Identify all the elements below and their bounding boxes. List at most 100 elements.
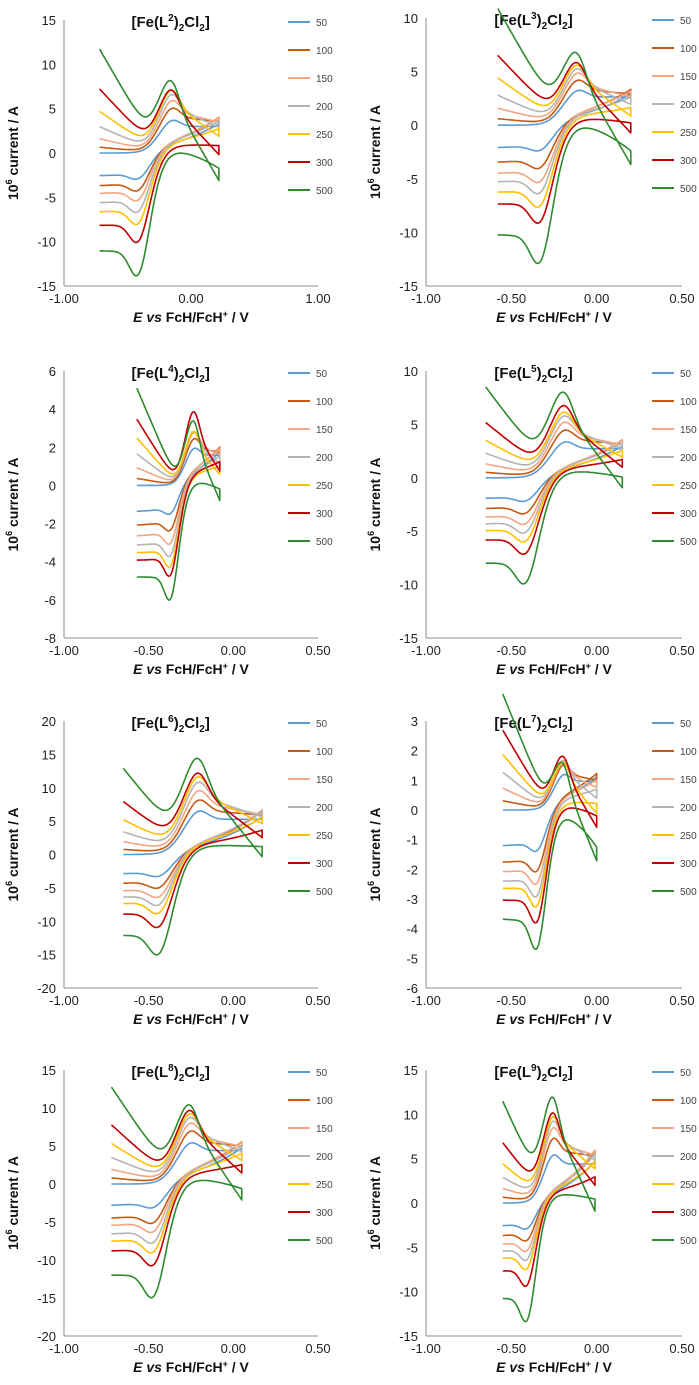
- x-tick-label: 1.00: [305, 291, 330, 306]
- legend-label: 50: [680, 719, 692, 730]
- legend-label: 100: [316, 46, 333, 57]
- legend-label: 50: [316, 1068, 328, 1079]
- y-tick-label: -5: [44, 190, 56, 205]
- y-tick-label: 0: [49, 848, 56, 863]
- y-axis-label: 106 current / A: [366, 105, 383, 199]
- x-tick-label: 0.00: [221, 643, 246, 658]
- legend-label: 200: [680, 803, 697, 814]
- series-line-250: [502, 754, 598, 908]
- y-tick-label: -4: [44, 555, 56, 570]
- y-tick-label: -10: [399, 1285, 418, 1300]
- y-tick-label: -6: [406, 981, 418, 996]
- y-tick-label: 5: [411, 65, 418, 80]
- legend-label: 100: [316, 1096, 333, 1107]
- y-tick-label: 0: [411, 118, 418, 133]
- series-line-200: [111, 1116, 243, 1245]
- y-tick-label: -15: [37, 1291, 56, 1306]
- legend-label: 150: [316, 775, 333, 786]
- series-line-200: [136, 430, 221, 558]
- chart-title: [Fe(L6)2Cl2]: [132, 714, 210, 735]
- series-line-100: [502, 763, 598, 873]
- chart-title: [Fe(L9)2Cl2]: [494, 1063, 572, 1084]
- x-tick-label: -1.00: [411, 291, 441, 306]
- y-axis-label: 106 current / A: [366, 808, 383, 902]
- legend-label: 250: [316, 481, 333, 492]
- x-axis-label: E vs FcH/FcH+ / V: [133, 309, 249, 325]
- legend-label: 200: [316, 803, 333, 814]
- legend-label: 500: [316, 186, 333, 197]
- series-line-150: [111, 1122, 243, 1234]
- series-line-250: [485, 411, 624, 543]
- legend-label: 300: [680, 509, 697, 520]
- x-axis-label: E vs FcH/FcH+ / V: [496, 1011, 612, 1027]
- chart-panel: 3 2 1 0 -1 -2 -3 -4 -5 -6-1.00 -0.50 0.00 0.50 [Fe(L7…: [366, 693, 697, 1027]
- legend-label: 250: [316, 130, 333, 141]
- x-tick-label: -1.00: [49, 291, 79, 306]
- x-tick-label: -0.50: [497, 1341, 527, 1356]
- y-tick-label: 6: [49, 364, 56, 379]
- legend-label: 150: [680, 425, 697, 436]
- x-tick-label: 0.50: [305, 643, 330, 658]
- y-tick-label: -6: [44, 593, 56, 608]
- legend-label: 150: [316, 1124, 333, 1135]
- series-line-500: [485, 386, 624, 585]
- legend-label: 150: [680, 1124, 697, 1135]
- y-tick-label: 10: [42, 57, 56, 72]
- x-tick-label: 0.50: [669, 1341, 694, 1356]
- x-axis-label: E vs FcH/FcH+ / V: [133, 1359, 249, 1375]
- series-line-300: [497, 54, 632, 224]
- y-tick-label: -8: [44, 631, 56, 646]
- x-tick-label: -0.50: [134, 993, 164, 1008]
- y-tick-label: 15: [42, 747, 56, 762]
- legend-label: 250: [316, 831, 333, 842]
- series-line-500: [136, 387, 221, 601]
- legend-label: 500: [680, 1236, 697, 1247]
- x-tick-label: -0.50: [134, 1341, 164, 1356]
- y-tick-label: 0: [49, 1177, 56, 1192]
- y-tick-label: -5: [406, 172, 418, 187]
- y-tick-label: 0: [411, 1196, 418, 1211]
- legend-label: 500: [680, 537, 697, 548]
- series-line-300: [98, 88, 220, 244]
- x-tick-label: 0.50: [669, 643, 694, 658]
- y-axis-label: 106 current / A: [366, 458, 383, 552]
- y-tick-label: -2: [44, 517, 56, 532]
- y-tick-label: -4: [406, 922, 418, 937]
- y-tick-label: 10: [404, 364, 418, 379]
- series-line-500: [497, 8, 632, 265]
- y-axis-label: 106 current / A: [4, 106, 21, 200]
- chart-title: [Fe(L3)2Cl2]: [494, 11, 572, 32]
- y-axis-label: 106 current / A: [4, 808, 21, 902]
- legend-label: 150: [316, 425, 333, 436]
- legend-label: 200: [680, 1152, 697, 1163]
- series-line-150: [502, 1126, 596, 1253]
- y-tick-label: 10: [42, 1101, 56, 1116]
- x-tick-label: -1.00: [49, 643, 79, 658]
- x-tick-label: -0.50: [497, 643, 527, 658]
- series-line-500: [502, 1096, 596, 1323]
- y-tick-label: -15: [399, 631, 418, 646]
- series-line-300: [110, 1109, 243, 1267]
- legend-label: 150: [680, 775, 697, 786]
- chart-title: [Fe(L7)2Cl2]: [494, 714, 572, 735]
- legend-label: 500: [680, 184, 697, 195]
- series-line-200: [99, 93, 220, 214]
- y-tick-label: -15: [399, 279, 418, 294]
- x-tick-label: -1.00: [49, 1341, 79, 1356]
- y-tick-label: 20: [42, 714, 56, 729]
- y-tick-label: -10: [37, 1253, 56, 1268]
- series-line-500: [122, 757, 263, 956]
- x-tick-label: -1.00: [411, 643, 441, 658]
- y-tick-label: -3: [406, 892, 418, 907]
- legend-label: 300: [680, 859, 697, 870]
- x-axis-label: E vs FcH/FcH+ / V: [496, 309, 612, 325]
- legend-label: 100: [680, 397, 697, 408]
- y-tick-label: -5: [406, 1240, 418, 1255]
- legend-label: 300: [680, 1208, 697, 1219]
